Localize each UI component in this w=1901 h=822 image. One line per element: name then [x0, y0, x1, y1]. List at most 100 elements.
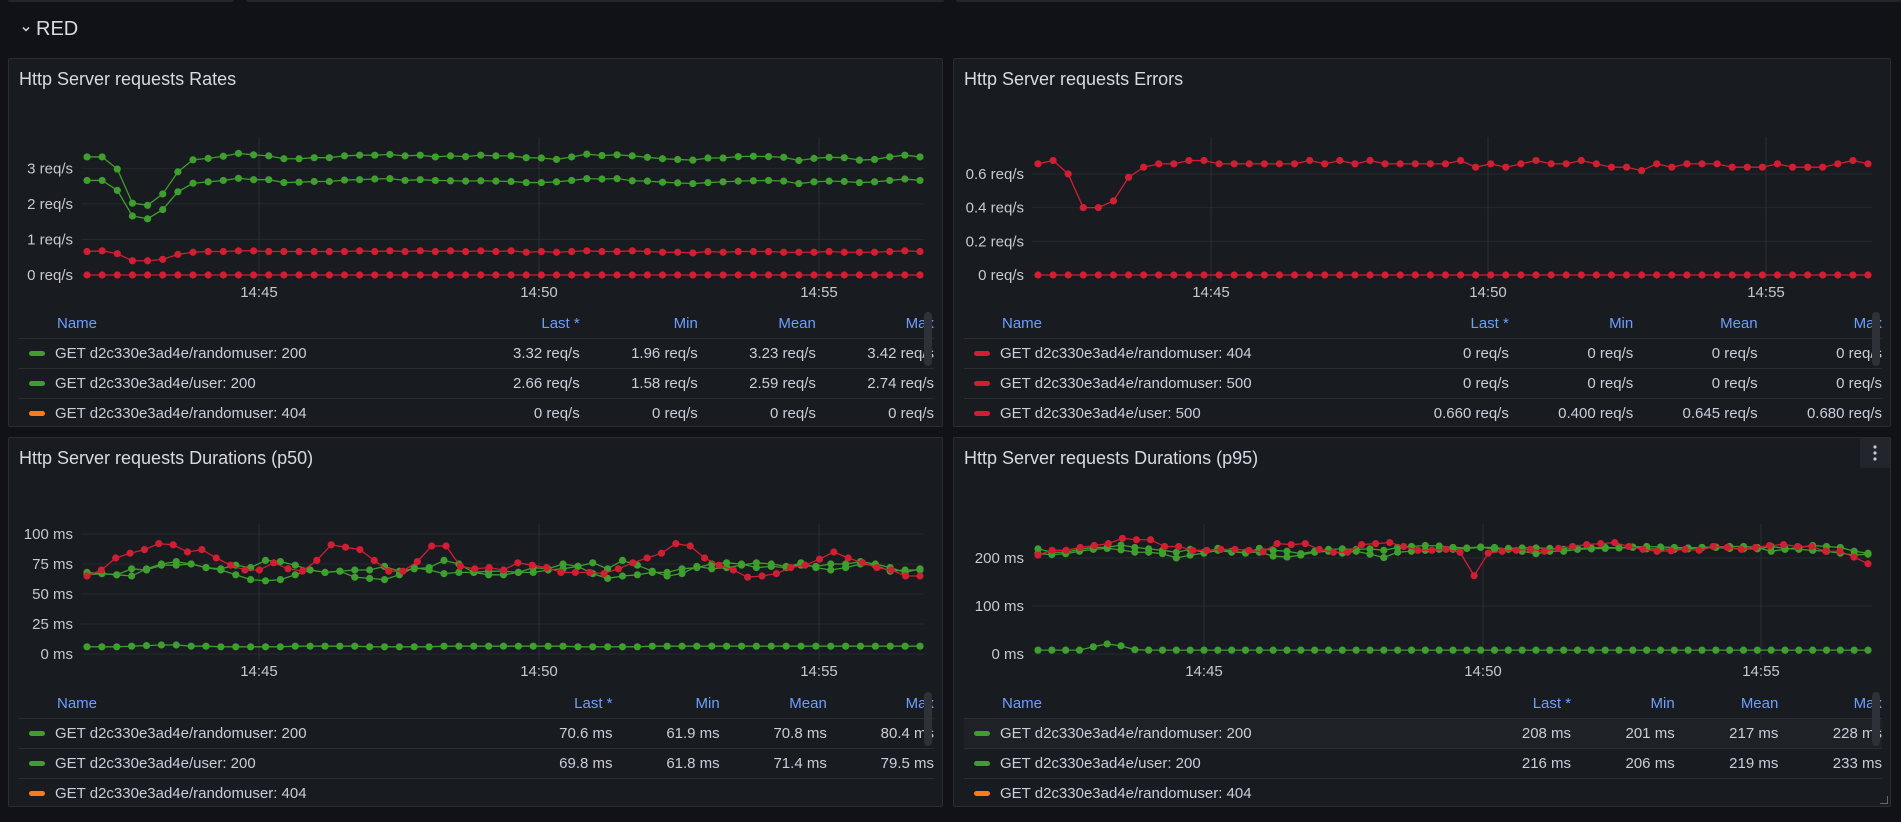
- series-name[interactable]: GET d2c330e3ad4e/randomuser: 200: [55, 344, 307, 362]
- legend-header-last[interactable]: Last *: [1470, 315, 1509, 333]
- series-color-swatch[interactable]: [974, 351, 990, 357]
- legend-row[interactable]: GET d2c330e3ad4e/randomuser: 404 0 req/s 0…: [19, 397, 934, 426]
- legend-row[interactable]: GET d2c330e3ad4e/randomuser: 200 3.32 req…: [19, 337, 934, 368]
- panel-menu-button[interactable]: [1860, 438, 1890, 468]
- series-name[interactable]: GET d2c330e3ad4e/user: 500: [1000, 404, 1201, 422]
- legend-header-mean[interactable]: Mean: [778, 315, 816, 333]
- legend-header-min[interactable]: Min: [695, 695, 720, 713]
- chart-errors[interactable]: 0 req/s 0.2 req/s 0.4 req/s 0.6 req/s 14:45 1…: [954, 99, 1891, 309]
- data-point: [758, 572, 766, 580]
- series-color-swatch[interactable]: [974, 411, 990, 417]
- legend-row[interactable]: GET d2c330e3ad4e/randomuser: 404: [964, 777, 1882, 806]
- data-point: [189, 271, 197, 279]
- legend-row[interactable]: GET d2c330e3ad4e/randomuser: 404: [19, 777, 934, 806]
- data-point: [485, 642, 493, 650]
- series-name[interactable]: GET d2c330e3ad4e/randomuser: 404: [55, 404, 307, 422]
- series-name[interactable]: GET d2c330e3ad4e/user: 200: [1000, 754, 1201, 772]
- legend-header-name[interactable]: Name: [1002, 695, 1043, 713]
- legend-header-name[interactable]: Name: [57, 695, 98, 713]
- legend-row[interactable]: GET d2c330e3ad4e/randomuser: 200 208 ms 20…: [964, 717, 1882, 748]
- legend-row[interactable]: GET d2c330e3ad4e/user: 500 0.660 req/s 0.4…: [964, 397, 1882, 426]
- data-point: [401, 176, 409, 185]
- series-color-swatch[interactable]: [29, 791, 45, 797]
- chart-durations-p95[interactable]: 0 ms 100 ms 200 ms 14:45 14:50 14:55: [954, 478, 1891, 688]
- legend-scrollbar[interactable]: [1872, 692, 1880, 746]
- legend-row[interactable]: GET d2c330e3ad4e/user: 200 69.8 ms 61.8 ms…: [19, 747, 934, 778]
- series-color-swatch[interactable]: [974, 791, 990, 797]
- legend-row[interactable]: GET d2c330e3ad4e/randomuser: 500 0 req/s 0…: [964, 367, 1882, 398]
- series-color-swatch[interactable]: [29, 381, 45, 387]
- row-header-red[interactable]: RED: [20, 14, 78, 44]
- data-point: [825, 247, 833, 256]
- data-point: [1380, 553, 1388, 562]
- legend-header-mean[interactable]: Mean: [1720, 315, 1758, 333]
- legend-row[interactable]: GET d2c330e3ad4e/user: 200 216 ms 206 ms 21…: [964, 747, 1882, 778]
- chart-durations-p50[interactable]: 0 ms 25 ms 50 ms 75 ms 100 ms 14:45 14:50 14:55: [9, 478, 943, 688]
- data-point: [542, 564, 551, 572]
- series-color-swatch[interactable]: [974, 731, 990, 737]
- data-point: [840, 154, 848, 162]
- legend-header-max[interactable]: Max: [905, 315, 934, 333]
- panel-rates[interactable]: Http Server requests Rates 0 req/s 1 req/…: [8, 58, 943, 427]
- legend-header-name[interactable]: Name: [1002, 315, 1043, 333]
- data-point: [734, 271, 742, 279]
- series-name[interactable]: GET d2c330e3ad4e/randomuser: 404: [55, 784, 307, 802]
- panel-errors[interactable]: Http Server requests Errors 0 req/s 0.2 r…: [953, 58, 1891, 427]
- data-point: [1146, 536, 1155, 544]
- series-color-swatch[interactable]: [29, 731, 45, 737]
- data-point: [689, 271, 697, 279]
- legend-scrollbar[interactable]: [1872, 312, 1880, 366]
- series-color-swatch[interactable]: [974, 381, 990, 387]
- legend-header-min[interactable]: Min: [673, 315, 698, 333]
- legend-cell-mean: 71.4 ms: [719, 747, 827, 778]
- data-point: [1394, 548, 1402, 556]
- legend-scrollbar[interactable]: [924, 692, 932, 746]
- legend-header-name[interactable]: Name: [57, 315, 98, 333]
- data-point: [628, 271, 636, 279]
- data-point: [1788, 271, 1797, 279]
- series-color-swatch[interactable]: [29, 761, 45, 767]
- chart-rates[interactable]: 0 req/s 1 req/s 2 req/s 3 req/s 14:45 14:50 14…: [9, 99, 943, 309]
- data-point: [1161, 542, 1169, 551]
- series-name[interactable]: GET d2c330e3ad4e/randomuser: 500: [1000, 374, 1252, 392]
- data-point: [1504, 545, 1512, 553]
- series-color-swatch[interactable]: [974, 761, 990, 767]
- data-point: [202, 642, 210, 650]
- legend-header-last[interactable]: Last *: [541, 315, 580, 333]
- series-color-swatch[interactable]: [29, 351, 45, 357]
- legend-header-mean[interactable]: Mean: [789, 695, 827, 713]
- legend-header-max[interactable]: Max: [1853, 695, 1882, 713]
- series-name[interactable]: GET d2c330e3ad4e/randomuser: 200: [1000, 724, 1252, 742]
- panel-durations-p50[interactable]: Http Server requests Durations (p50) 0 m…: [8, 437, 943, 807]
- data-point: [1336, 156, 1344, 165]
- data-point: [1607, 163, 1616, 171]
- legend-header-last[interactable]: Last *: [1532, 695, 1572, 713]
- series-name[interactable]: GET d2c330e3ad4e/randomuser: 404: [1000, 784, 1252, 802]
- legend-row[interactable]: GET d2c330e3ad4e/randomuser: 404 0 req/s 0…: [964, 337, 1882, 368]
- series-name[interactable]: GET d2c330e3ad4e/randomuser: 200: [55, 724, 307, 742]
- legend-header-max[interactable]: Max: [1853, 315, 1882, 333]
- data-point: [462, 247, 470, 256]
- y-tick-label: 0 req/s: [27, 267, 73, 284]
- data-point: [719, 178, 727, 186]
- series-name[interactable]: GET d2c330e3ad4e/user: 200: [55, 754, 256, 772]
- data-point: [1117, 642, 1125, 650]
- legend-row[interactable]: GET d2c330e3ad4e/randomuser: 200 70.6 ms 6…: [19, 717, 934, 748]
- data-point: [1850, 646, 1858, 654]
- legend-row[interactable]: GET d2c330e3ad4e/user: 200 2.66 req/s 1.58…: [19, 367, 934, 398]
- series-name[interactable]: GET d2c330e3ad4e/randomuser: 404: [1000, 344, 1252, 362]
- legend-header-min[interactable]: Min: [1650, 695, 1675, 713]
- legend-header-min[interactable]: Min: [1609, 315, 1634, 333]
- data-point: [1804, 271, 1812, 279]
- legend-table-grid: Name Last * Min Mean Max GET d2c330e3ad4e/ran…: [964, 690, 1882, 806]
- series-color-swatch[interactable]: [29, 411, 45, 417]
- panel-durations-p95[interactable]: Http Server requests Durations (p95) 0 m…: [953, 437, 1891, 807]
- legend-scrollbar[interactable]: [924, 312, 932, 366]
- data-point: [870, 248, 879, 256]
- legend-header-mean[interactable]: Mean: [1740, 695, 1779, 713]
- resize-handle[interactable]: [1880, 796, 1888, 804]
- legend-header-last[interactable]: Last *: [574, 695, 613, 713]
- series-name[interactable]: GET d2c330e3ad4e/user: 200: [55, 374, 256, 392]
- data-point: [1290, 160, 1299, 168]
- legend-header-max[interactable]: Max: [905, 695, 934, 713]
